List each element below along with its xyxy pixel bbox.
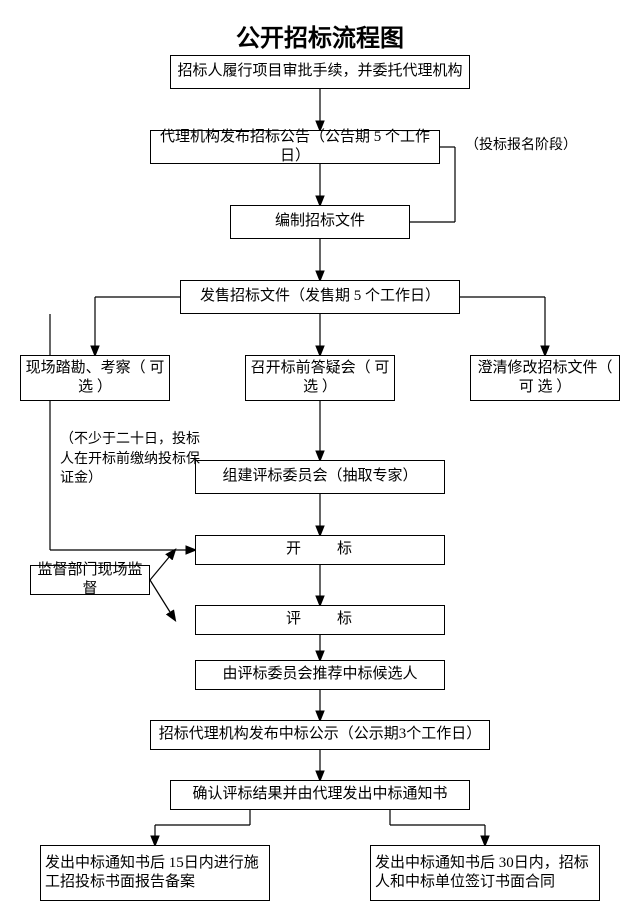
flow-node-n4: 发售招标文件（发售期 5 个工作日） xyxy=(180,280,460,314)
flow-node-n11: 确认评标结果并由代理发出中标通知书 xyxy=(170,780,470,810)
flow-node-n2: 代理机构发布招标公告（公告期 5 个工作日） xyxy=(150,130,440,164)
flow-node-n1: 招标人履行项目审批手续，并委托代理机构 xyxy=(170,55,470,89)
flow-node-n5c: 澄清修改招标文件（ 可 选 ） xyxy=(470,355,620,401)
flow-node-n12b: 发出中标通知书后 30日内，招标人和中标单位签订书面合同 xyxy=(370,845,600,901)
edge xyxy=(150,550,175,580)
flow-node-n10: 招标代理机构发布中标公示（公示期3个工作日） xyxy=(150,720,490,750)
flow-node-n3: 编制招标文件 xyxy=(230,205,410,239)
flowchart-stage: 公开招标流程图招标人履行项目审批手续，并委托代理机构代理机构发布招标公告（公告期… xyxy=(0,0,640,920)
flow-node-n6: 组建评标委员会（抽取专家） xyxy=(195,460,445,494)
flow-node-n5a: 现场踏勘、考察（ 可 选 ） xyxy=(20,355,170,401)
note-t1: （投标报名阶段） xyxy=(465,136,635,156)
flow-node-n12a: 发出中标通知书后 15日内进行施工招投标书面报告备案 xyxy=(40,845,270,901)
flow-node-sup: 监督部门现场监督 xyxy=(30,565,150,595)
diagram-title: 公开招标流程图 xyxy=(0,18,640,53)
flow-node-n9: 由评标委员会推荐中标候选人 xyxy=(195,660,445,690)
edge xyxy=(150,580,175,620)
flow-node-n5b: 召开标前答疑会（ 可 选 ） xyxy=(245,355,395,401)
flow-node-n8: 评 标 xyxy=(195,605,445,635)
note-t2: （不少于二十日，投标人在开标前缴纳投标保证金） xyxy=(60,430,200,489)
flow-node-n7: 开 标 xyxy=(195,535,445,565)
